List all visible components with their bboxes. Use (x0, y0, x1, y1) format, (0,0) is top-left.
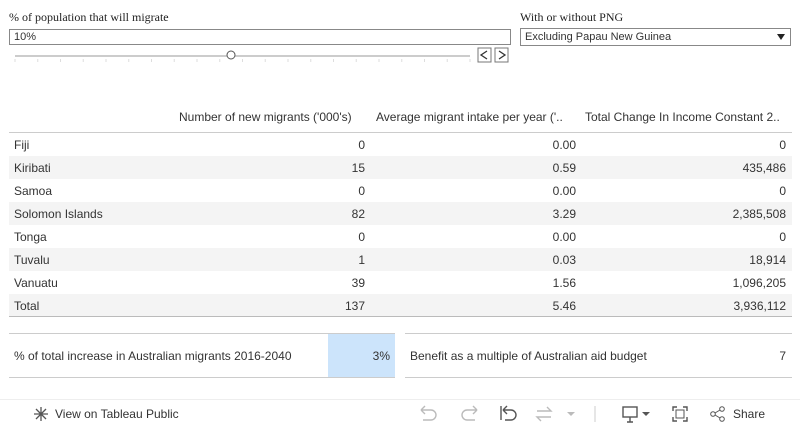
summary-highlight: 3% (328, 334, 395, 377)
table-cell: 137 (344, 299, 365, 313)
column-header: Average migrant intake per year ('.. (376, 110, 563, 124)
dropdown-arrow (777, 34, 785, 40)
row-label: Total (14, 299, 40, 313)
table-cell: 0 (779, 184, 786, 198)
table-row: Vanuatu 39 1.56 1,096,205 (9, 271, 792, 294)
summary-label: % of total increase in Australian migran… (14, 349, 292, 363)
summary-value: 3% (372, 349, 390, 363)
column-header: Total Change In Income Constant 2.. (585, 110, 780, 124)
table-cell: 435,486 (742, 161, 786, 175)
column-header: Number of new migrants ('000's) (179, 110, 352, 124)
table-cell: 82 (351, 207, 365, 221)
table-cell: 0.00 (552, 184, 576, 198)
table-cell: 2,385,508 (732, 207, 786, 221)
row-label: Vanuatu (14, 276, 58, 290)
table-top-rule (9, 132, 792, 133)
row-label: Tonga (14, 230, 47, 244)
slider-label: % of population that will migrate (9, 10, 169, 24)
table-cell: 3,936,112 (733, 299, 787, 313)
slider-input[interactable]: 10% (9, 29, 511, 45)
table-cell: 0 (358, 230, 365, 244)
table-row: Solomon Islands 82 3.29 2,385,508 (9, 202, 792, 225)
table-cell: 0.00 (552, 230, 576, 244)
row-label: Fiji (14, 138, 30, 152)
table-bottom-rule (9, 316, 792, 317)
dropdown[interactable]: Excluding Papau New Guinea (520, 28, 791, 46)
toolbar-icons (420, 405, 650, 423)
table-cell: 0 (358, 138, 365, 152)
share-button[interactable]: Share (733, 407, 766, 421)
summary-label: Benefit as a multiple of Australian aid … (410, 349, 647, 363)
share-icon (710, 406, 725, 422)
table-cell: 0.59 (552, 161, 576, 175)
table-cell: 3.29 (552, 207, 576, 221)
table-cell: 18,914 (749, 253, 786, 267)
table-cell: 0.03 (552, 253, 576, 267)
row-label: Solomon Islands (14, 207, 103, 221)
view-link[interactable]: View on Tableau Public (55, 407, 179, 421)
table-row: Tuvalu 1 0.03 18,914 (9, 248, 792, 271)
table-cell: 0 (779, 230, 786, 244)
dropdown-label: With or without PNG (520, 10, 624, 24)
row-label: Kiribati (14, 161, 51, 175)
summary-value: 7 (779, 349, 786, 363)
table-cell: 5.46 (552, 299, 576, 313)
table-cell: 1,096,205 (732, 276, 786, 290)
table-row: Fiji 0 0.00 0 (9, 133, 792, 156)
fullscreen-icon[interactable] (672, 406, 688, 422)
tableau-icon (34, 407, 48, 421)
table-cell: 0 (779, 138, 786, 152)
table-cell: 0 (358, 184, 365, 198)
dropdown-value: Excluding Papau New Guinea (525, 31, 672, 43)
table-row: Tonga 0 0.00 0 (9, 225, 792, 248)
row-label: Tuvalu (14, 253, 50, 267)
table-cell: 1.56 (552, 276, 576, 290)
slider[interactable] (9, 46, 514, 66)
table-cell: 1 (358, 253, 365, 267)
table-cell: 15 (351, 161, 365, 175)
table-row: Total 137 5.46 3,936,112 (9, 294, 792, 317)
summary-right: Benefit as a multiple of Australian aid … (405, 333, 792, 378)
table-cell: 0.00 (552, 138, 576, 152)
row-label: Samoa (14, 184, 53, 198)
table-row: Samoa 0 0.00 0 (9, 179, 792, 202)
table-row: Kiribati 15 0.59 435,486 (9, 156, 792, 179)
summary-left: % of total increase in Australian migran… (9, 333, 395, 378)
footer: View on Tableau Public Share (0, 399, 800, 427)
table-cell: 39 (351, 276, 365, 290)
